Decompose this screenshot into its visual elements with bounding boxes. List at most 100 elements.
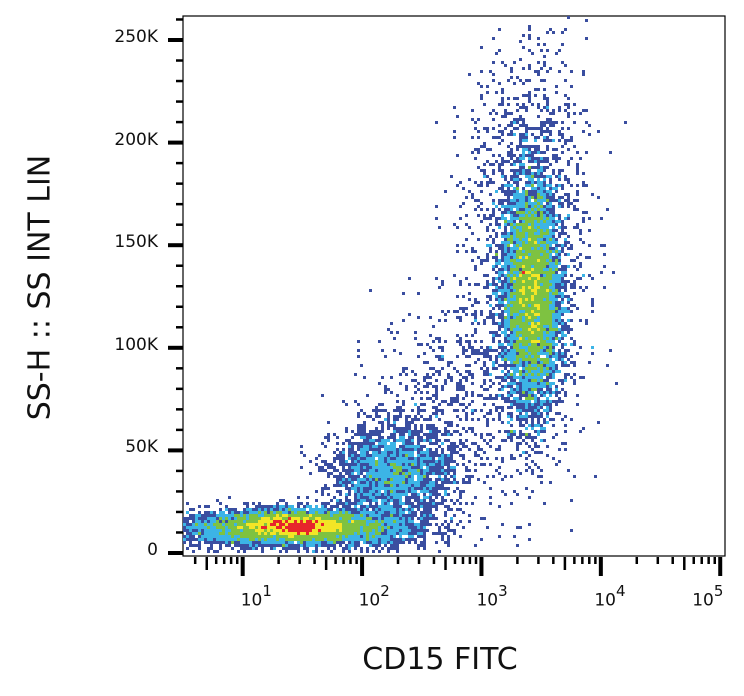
density-bin bbox=[489, 496, 492, 499]
density-bin bbox=[504, 220, 507, 223]
density-bin bbox=[558, 175, 561, 178]
density-bin bbox=[393, 493, 396, 496]
density-bin bbox=[513, 337, 516, 340]
density-bin bbox=[513, 382, 516, 385]
density-bin bbox=[567, 265, 570, 268]
density-bin bbox=[378, 505, 381, 508]
density-bin bbox=[558, 358, 561, 361]
density-bin bbox=[225, 520, 228, 523]
density-bin bbox=[528, 304, 531, 307]
density-bin bbox=[399, 457, 402, 460]
density-bin bbox=[414, 493, 417, 496]
density-bin bbox=[501, 316, 504, 319]
density-bin bbox=[273, 505, 276, 508]
density-bin bbox=[396, 472, 399, 475]
density-bin bbox=[528, 238, 531, 241]
density-bin bbox=[396, 499, 399, 502]
density-bin bbox=[537, 262, 540, 265]
density-bin bbox=[567, 139, 570, 142]
density-bin bbox=[528, 205, 531, 208]
density-bin bbox=[348, 535, 351, 538]
density-bin bbox=[432, 487, 435, 490]
density-bin bbox=[420, 424, 423, 427]
density-bin bbox=[513, 214, 516, 217]
density-bin bbox=[537, 316, 540, 319]
density-bin bbox=[411, 496, 414, 499]
density-bin bbox=[528, 49, 531, 52]
density-bin bbox=[471, 442, 474, 445]
density-bin bbox=[255, 520, 258, 523]
density-bin bbox=[402, 445, 405, 448]
density-bin bbox=[315, 532, 318, 535]
density-bin bbox=[258, 517, 261, 520]
density-bin bbox=[552, 289, 555, 292]
density-bin bbox=[519, 229, 522, 232]
density-bin bbox=[561, 232, 564, 235]
density-bin bbox=[525, 253, 528, 256]
density-bin bbox=[489, 148, 492, 151]
density-bin bbox=[507, 358, 510, 361]
density-bin bbox=[516, 214, 519, 217]
density-bin bbox=[522, 439, 525, 442]
density-bin bbox=[291, 538, 294, 541]
density-bin bbox=[438, 430, 441, 433]
density-bin bbox=[363, 478, 366, 481]
density-bin bbox=[537, 385, 540, 388]
density-bin bbox=[273, 517, 276, 520]
density-bin bbox=[378, 457, 381, 460]
density-bin bbox=[567, 193, 570, 196]
density-bin bbox=[564, 379, 567, 382]
density-bin bbox=[546, 184, 549, 187]
density-bin bbox=[573, 226, 576, 229]
density-bin bbox=[258, 514, 261, 517]
density-bin bbox=[387, 457, 390, 460]
density-bin bbox=[483, 217, 486, 220]
density-bin bbox=[462, 388, 465, 391]
density-bin bbox=[543, 310, 546, 313]
density-bin bbox=[525, 214, 528, 217]
density-bin bbox=[408, 457, 411, 460]
density-bin bbox=[534, 208, 537, 211]
density-bin bbox=[450, 481, 453, 484]
density-bin bbox=[507, 394, 510, 397]
density-bin bbox=[384, 442, 387, 445]
density-bin bbox=[537, 286, 540, 289]
density-bin bbox=[549, 364, 552, 367]
density-bin bbox=[537, 415, 540, 418]
density-bin bbox=[507, 328, 510, 331]
density-bin bbox=[351, 514, 354, 517]
density-bin bbox=[552, 292, 555, 295]
density-bin bbox=[357, 424, 360, 427]
density-bin bbox=[405, 427, 408, 430]
density-bin bbox=[426, 460, 429, 463]
density-bin bbox=[513, 313, 516, 316]
density-bin bbox=[486, 256, 489, 259]
density-bin bbox=[528, 214, 531, 217]
density-bin bbox=[525, 130, 528, 133]
density-bin bbox=[549, 268, 552, 271]
density-bin bbox=[231, 535, 234, 538]
density-bin bbox=[363, 496, 366, 499]
density-bin bbox=[285, 523, 288, 526]
density-bin bbox=[288, 529, 291, 532]
density-bin bbox=[267, 532, 270, 535]
density-bin bbox=[534, 148, 537, 151]
density-bin bbox=[513, 358, 516, 361]
density-bin bbox=[510, 235, 513, 238]
density-bin bbox=[474, 313, 477, 316]
density-bin bbox=[450, 454, 453, 457]
density-bin bbox=[333, 457, 336, 460]
density-bin bbox=[537, 433, 540, 436]
density-bin bbox=[534, 442, 537, 445]
density-bin bbox=[333, 514, 336, 517]
density-bin bbox=[360, 364, 363, 367]
density-bin bbox=[408, 439, 411, 442]
density-bin bbox=[495, 469, 498, 472]
density-bin bbox=[498, 247, 501, 250]
density-bin bbox=[456, 388, 459, 391]
density-bin bbox=[537, 61, 540, 64]
density-bin bbox=[381, 424, 384, 427]
density-bin bbox=[225, 526, 228, 529]
density-bin bbox=[444, 493, 447, 496]
density-bin bbox=[492, 436, 495, 439]
